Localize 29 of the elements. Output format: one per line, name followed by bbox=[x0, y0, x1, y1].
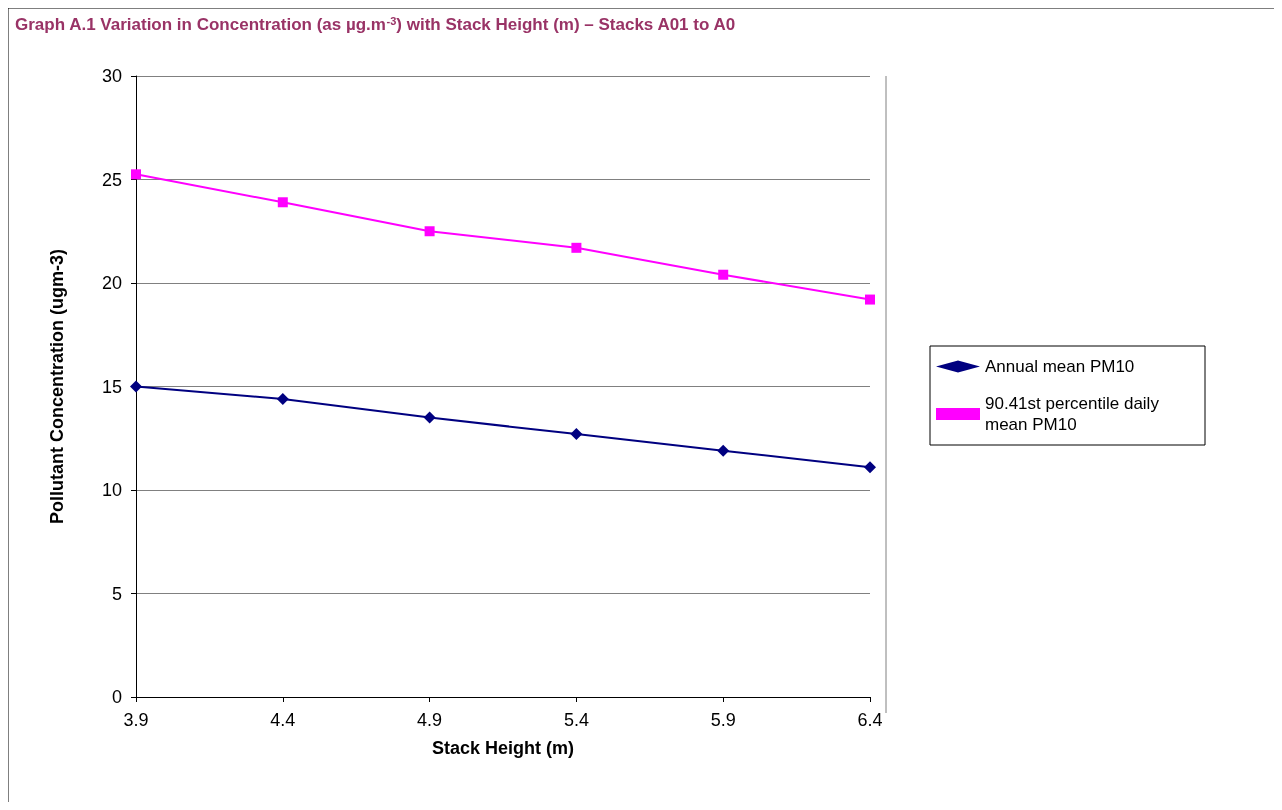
x-tick-label: 5.4 bbox=[563, 710, 589, 730]
y-tick-label: 5 bbox=[111, 583, 122, 604]
x-axis-title: Stack Height (m) bbox=[431, 738, 575, 758]
point bbox=[864, 461, 876, 474]
y-tick-label: 10 bbox=[101, 480, 122, 500]
point bbox=[570, 428, 583, 441]
y-tick-label: 0 bbox=[111, 687, 122, 707]
y-tick-label: 30 bbox=[101, 66, 122, 86]
y-axis-title: Pollutant Concentration (ugm-3) bbox=[47, 249, 67, 524]
point bbox=[423, 411, 436, 424]
y-tick-label: 20 bbox=[101, 273, 122, 293]
y-tick-label: 25 bbox=[101, 169, 122, 190]
x-tick-label: 6.4 bbox=[857, 710, 883, 730]
point bbox=[571, 242, 582, 253]
point bbox=[424, 226, 435, 237]
y-tick-label: 15 bbox=[101, 376, 122, 397]
point bbox=[718, 269, 729, 280]
x-tick-label: 4.4 bbox=[270, 710, 296, 730]
legend-label: Annual mean PM10 bbox=[985, 357, 1135, 376]
point bbox=[277, 197, 288, 208]
point bbox=[131, 169, 141, 180]
point bbox=[865, 294, 875, 305]
legend-label: 90.41st percentile daily mean PM10 bbox=[985, 394, 1164, 434]
x-tick-label: 5.9 bbox=[710, 710, 736, 730]
x-tick-label: 3.9 bbox=[123, 710, 149, 730]
point bbox=[276, 392, 289, 405]
point bbox=[130, 380, 142, 393]
x-tick-label: 4.9 bbox=[417, 710, 443, 730]
point bbox=[717, 444, 730, 457]
